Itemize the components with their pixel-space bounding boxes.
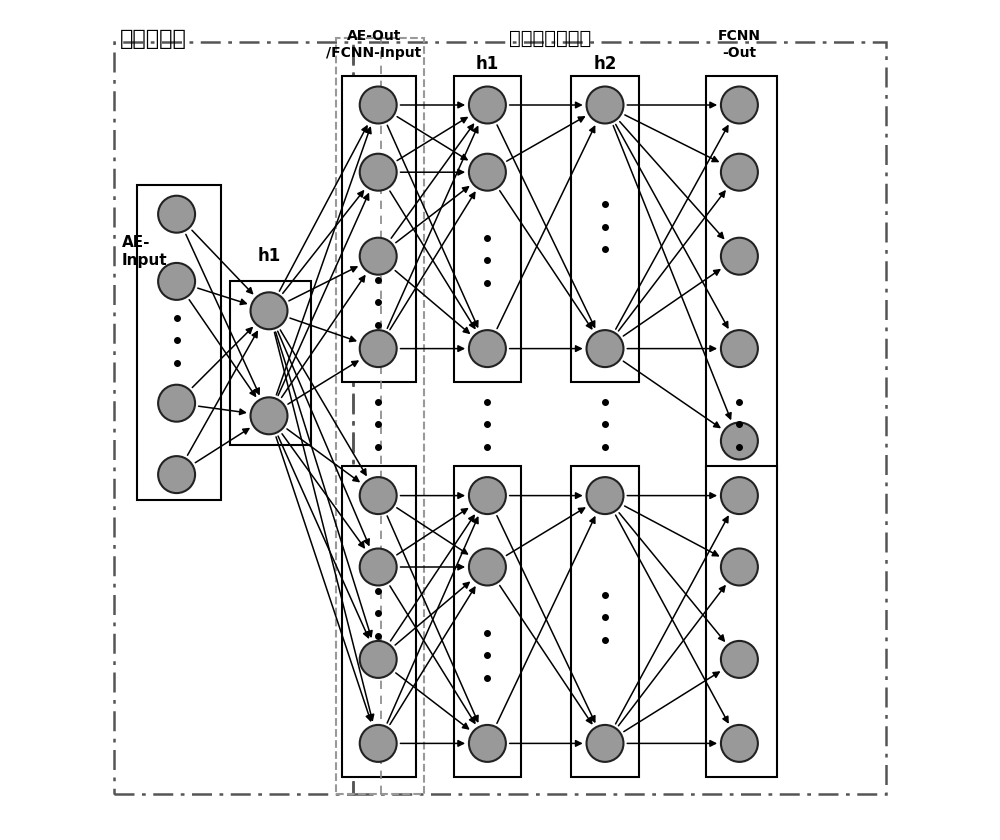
FancyBboxPatch shape: [454, 76, 521, 382]
Circle shape: [251, 397, 287, 434]
Text: AE-Out
/FCNN-Input: AE-Out /FCNN-Input: [326, 29, 422, 60]
Circle shape: [158, 385, 195, 422]
Text: 自编码网络: 自编码网络: [120, 29, 187, 50]
FancyBboxPatch shape: [454, 466, 521, 777]
Circle shape: [360, 238, 397, 275]
Circle shape: [721, 549, 758, 585]
Circle shape: [360, 330, 397, 367]
Circle shape: [469, 87, 506, 123]
FancyBboxPatch shape: [571, 76, 639, 382]
Circle shape: [360, 549, 397, 585]
Circle shape: [158, 456, 195, 493]
Circle shape: [469, 549, 506, 585]
Circle shape: [469, 330, 506, 367]
FancyBboxPatch shape: [342, 466, 416, 777]
Circle shape: [721, 154, 758, 191]
Circle shape: [360, 87, 397, 123]
Circle shape: [721, 423, 758, 459]
FancyBboxPatch shape: [137, 185, 221, 500]
Text: AE-
Input: AE- Input: [122, 235, 168, 268]
Circle shape: [721, 725, 758, 762]
Text: 全连接神经网络: 全连接神经网络: [509, 29, 592, 49]
Circle shape: [469, 477, 506, 514]
Circle shape: [587, 87, 623, 123]
FancyBboxPatch shape: [342, 76, 416, 382]
Circle shape: [721, 87, 758, 123]
Text: h1: h1: [257, 247, 281, 265]
Circle shape: [721, 477, 758, 514]
Circle shape: [721, 238, 758, 275]
Circle shape: [158, 196, 195, 233]
Text: h1: h1: [476, 55, 499, 72]
Circle shape: [587, 725, 623, 762]
FancyBboxPatch shape: [230, 281, 311, 445]
Circle shape: [469, 154, 506, 191]
FancyBboxPatch shape: [706, 466, 777, 777]
Circle shape: [721, 330, 758, 367]
Circle shape: [469, 725, 506, 762]
Text: FCNN
-Out: FCNN -Out: [718, 29, 761, 60]
Circle shape: [721, 641, 758, 678]
Circle shape: [251, 292, 287, 329]
FancyBboxPatch shape: [706, 76, 777, 470]
Circle shape: [360, 725, 397, 762]
Text: h2: h2: [593, 55, 617, 72]
FancyBboxPatch shape: [571, 466, 639, 777]
Circle shape: [360, 154, 397, 191]
Circle shape: [158, 263, 195, 300]
Circle shape: [360, 477, 397, 514]
Circle shape: [587, 477, 623, 514]
Circle shape: [587, 330, 623, 367]
Circle shape: [360, 641, 397, 678]
